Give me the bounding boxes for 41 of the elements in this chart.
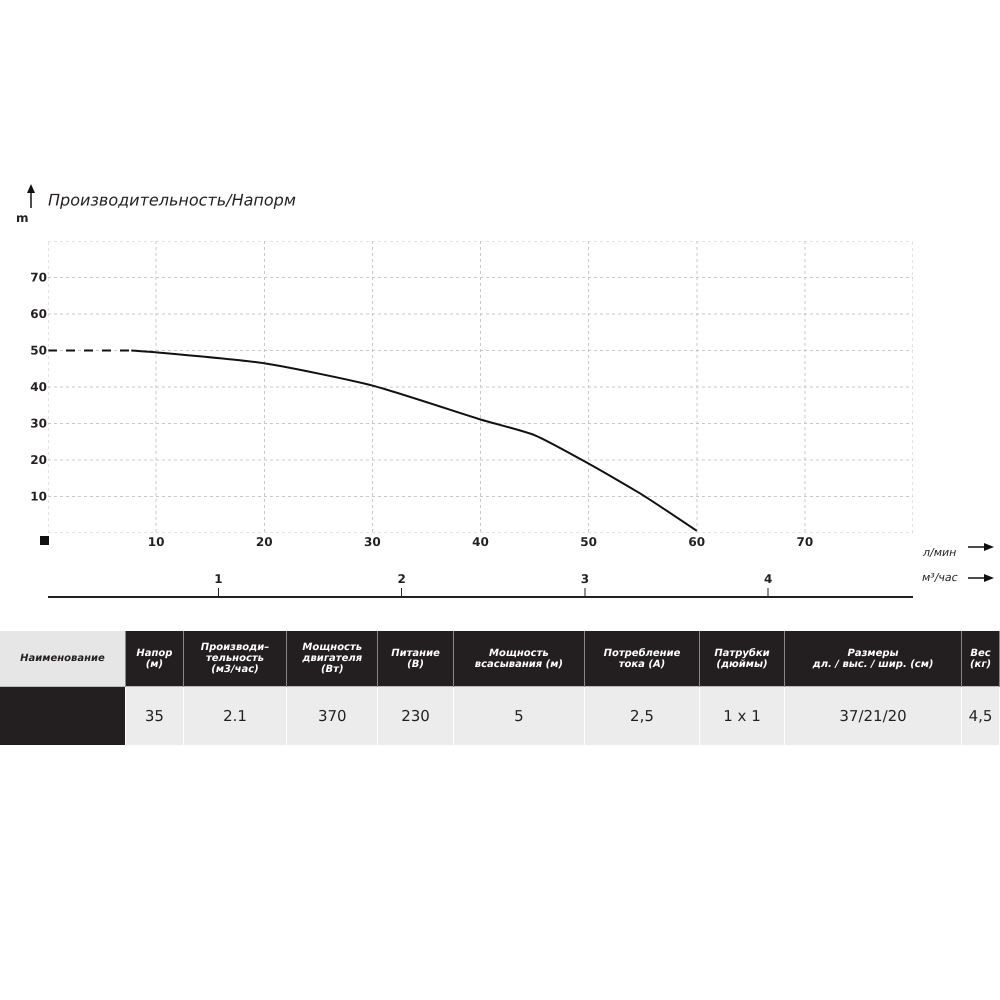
y-tick-label: 30 <box>30 416 47 431</box>
text: 1 x 1 <box>723 707 761 725</box>
x-tick-label: 20 <box>256 535 273 549</box>
x2-axis-title: м³/час <box>922 571 958 584</box>
text: 37/21/20 <box>839 707 907 725</box>
category-label: Размеры дл. / выс. / шир. (см) <box>784 631 962 686</box>
chart-title: Производительность/Напорм <box>48 190 296 210</box>
text: 2.1 <box>223 707 247 725</box>
x2-tick-label: 2 <box>398 572 406 586</box>
y-tick-label: 20 <box>30 453 47 468</box>
y-tick-label: 40 <box>30 380 47 394</box>
x-tick-label: 50 <box>580 535 597 549</box>
y-tick-label: 70 <box>30 270 47 285</box>
y-axis-title: m <box>16 211 29 225</box>
category-label: Патрубки (дюймы) <box>700 631 784 686</box>
x-tick-label: 70 <box>796 535 814 549</box>
text: 35 <box>144 707 164 725</box>
x-tick-label: 30 <box>364 535 381 549</box>
y-tick-label: 10 <box>30 490 47 504</box>
y-tick-label: 60 <box>30 307 47 322</box>
category-label: Мощность двигателя (Вт) <box>286 631 378 686</box>
x-tick-label: 40 <box>472 535 489 549</box>
x2-tick-label: 3 <box>580 572 590 586</box>
category-label: Потребление тока (А) <box>584 631 700 686</box>
x-tick-label: 10 <box>148 535 164 549</box>
text: 370 <box>318 707 347 725</box>
category-label: Мощность всасывания (м) <box>453 631 584 686</box>
text: 2,5 <box>630 707 654 725</box>
category-label: Производи– тельность (м3/час) <box>183 631 287 686</box>
x-axis-title: л/мин <box>922 546 956 559</box>
category-label: Наименование <box>0 631 126 686</box>
text: 4,5 <box>968 707 992 725</box>
category-label: Напор (м) <box>125 631 184 686</box>
x2-tick-label: 1 <box>214 572 223 586</box>
y-tick-label: 50 <box>30 344 47 358</box>
x2-tick-label: 4 <box>764 572 772 586</box>
text: 230 <box>401 707 430 725</box>
text: 5 <box>514 707 524 725</box>
category-label: Питание (В) <box>378 631 454 686</box>
category-label: Вес (кг) <box>962 631 1000 686</box>
x-tick-label: 60 <box>688 535 706 549</box>
